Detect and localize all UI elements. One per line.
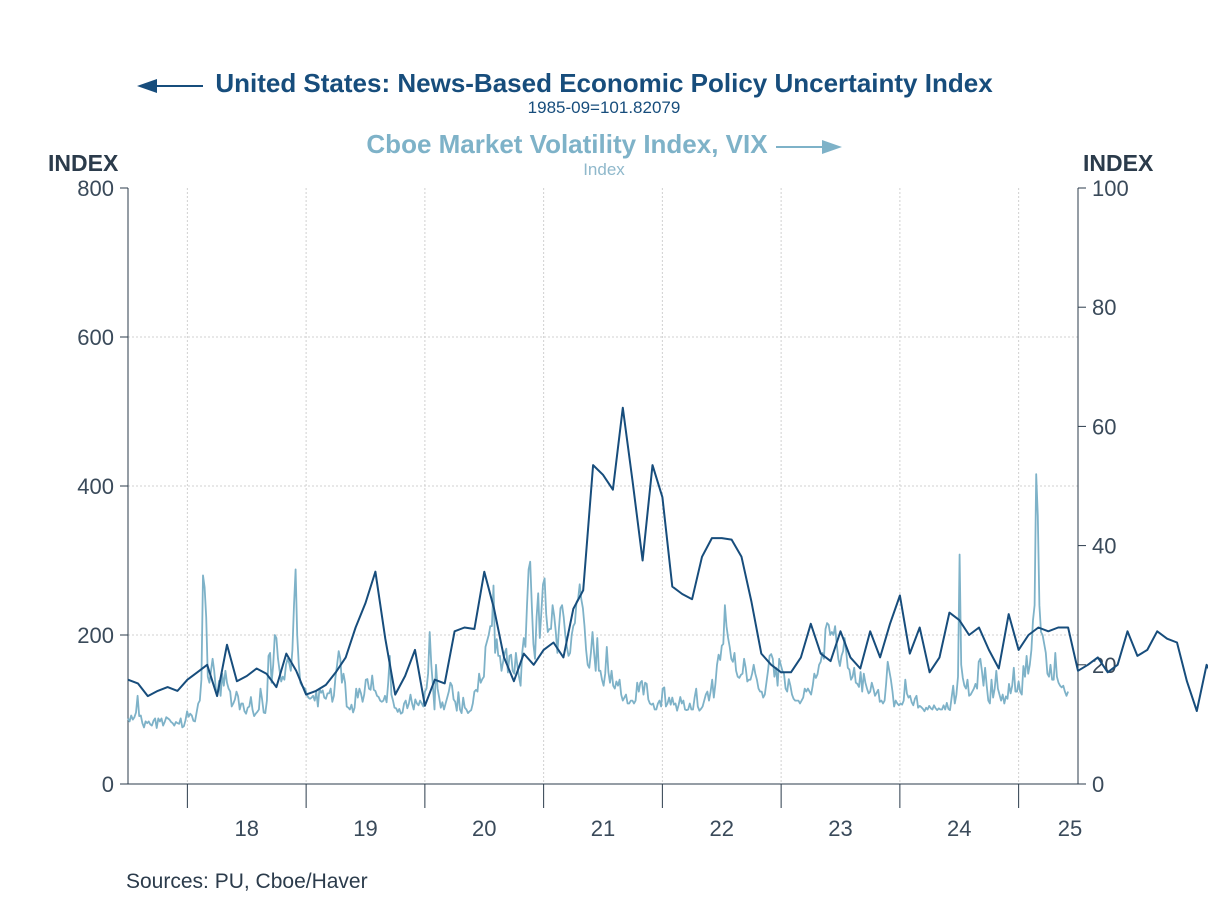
epu-series	[127, 406, 1208, 712]
epu-subtitle: 1985-09=101.82079	[527, 98, 681, 117]
left-tick-label: 400	[77, 474, 114, 499]
right-axis-title: INDEX	[1083, 150, 1154, 176]
x-tick-label: 23	[828, 816, 852, 841]
vix-subtitle: Index	[583, 160, 625, 179]
vix-series	[127, 473, 1069, 729]
left-tick-label: 800	[77, 176, 114, 201]
epu-series-title: United States: News-Based Economic Polic…	[0, 68, 1130, 101]
right-tick-label: 60	[1092, 414, 1116, 439]
x-tick-label: 18	[235, 816, 259, 841]
vix-series-title: Cboe Market Volatility Index, VIX	[0, 129, 1208, 162]
x-tick-label: 20	[472, 816, 496, 841]
left-arrow-icon	[137, 70, 204, 101]
gridlines	[128, 188, 1078, 784]
vix-title-text: Cboe Market Volatility Index, VIX	[366, 129, 768, 159]
right-tick-label: 0	[1092, 772, 1104, 797]
left-tick-label: 600	[77, 325, 114, 350]
epu-line	[127, 406, 1208, 712]
right-tick-label: 80	[1092, 295, 1116, 320]
x-tick-label: 24	[947, 816, 971, 841]
right-tick-label: 40	[1092, 534, 1116, 559]
x-tick-label: 19	[353, 816, 377, 841]
x-tick-label: 21	[591, 816, 615, 841]
sources-note: Sources: PU, Cboe/Haver	[126, 870, 368, 893]
vix-line	[127, 473, 1069, 729]
left-tick-label: 200	[77, 623, 114, 648]
x-tick-label: 25	[1058, 816, 1082, 841]
right-tick-label: 100	[1092, 176, 1129, 201]
epu-title-text: United States: News-Based Economic Polic…	[215, 68, 993, 98]
left-tick-label: 0	[102, 772, 114, 797]
right-arrow-icon	[775, 131, 842, 162]
x-tick-label: 22	[710, 816, 734, 841]
left-axis-title: INDEX	[48, 150, 119, 176]
